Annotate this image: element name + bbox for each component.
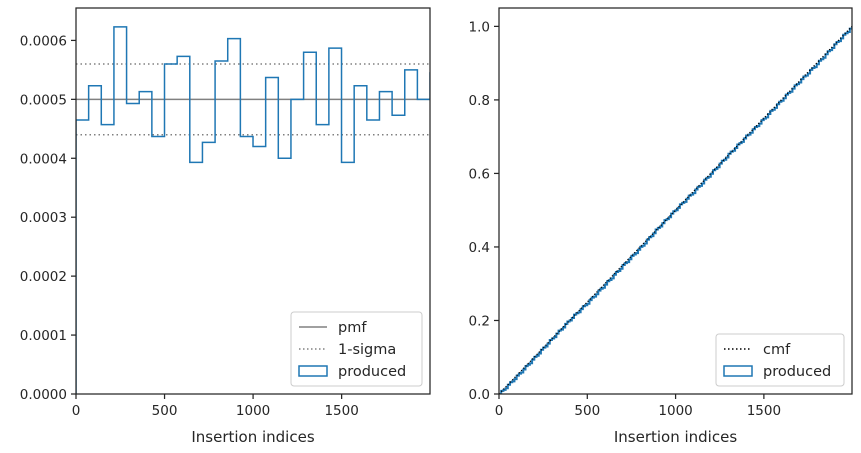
- y-tick-label: 0.6: [469, 166, 490, 182]
- histogram-bin: [240, 136, 253, 394]
- x-tick-label: 1500: [747, 403, 781, 419]
- x-tick-label: 1000: [658, 403, 692, 419]
- y-tick-label: 0.0: [469, 387, 490, 403]
- y-tick-label: 0.0005: [20, 92, 67, 108]
- x-axis-label: Insertion indices: [191, 428, 314, 446]
- legend-label: produced: [763, 364, 831, 380]
- y-tick-label: 0.0001: [20, 328, 67, 344]
- x-tick-label: 1500: [324, 403, 358, 419]
- x-tick-label: 500: [574, 403, 600, 419]
- histogram-bin: [152, 136, 165, 394]
- produced-point: [815, 62, 818, 65]
- produced-point: [550, 337, 553, 340]
- histogram-bin: [127, 103, 140, 394]
- produced-point: [762, 117, 765, 120]
- produced-histogram: [76, 26, 430, 394]
- y-tick-label: 1.0: [469, 19, 490, 35]
- produced-point: [674, 208, 677, 211]
- produced-point: [603, 283, 606, 286]
- produced-point: [568, 318, 571, 321]
- x-axis-label: Insertion indices: [614, 428, 737, 446]
- histogram-bin: [89, 86, 102, 394]
- histogram-bin: [139, 92, 152, 394]
- plot-area: [499, 25, 852, 394]
- histogram-bin: [202, 142, 215, 394]
- produced-point: [798, 80, 801, 83]
- produced-point: [727, 153, 730, 156]
- histogram-bin: [278, 158, 291, 394]
- produced-point: [745, 135, 748, 138]
- produced-point: [780, 98, 783, 101]
- produced-point: [586, 301, 589, 304]
- x-tick-label: 0: [72, 403, 81, 419]
- histogram-bin: [165, 64, 178, 394]
- legend-label: produced: [338, 364, 406, 380]
- histogram-bin: [190, 162, 203, 394]
- histogram-bin: [266, 78, 279, 394]
- histogram-bin: [114, 27, 127, 394]
- histogram-bin: [253, 146, 266, 394]
- legend-produced-swatch: [298, 365, 328, 377]
- produced-point: [621, 264, 624, 267]
- produced-point: [515, 375, 518, 378]
- y-tick-label: 0.4: [469, 240, 490, 256]
- y-tick-label: 0.0004: [20, 151, 67, 167]
- x-tick-label: 500: [152, 403, 178, 419]
- histogram-bin: [215, 61, 228, 394]
- legend: cmf produced: [715, 333, 845, 387]
- legend-box: [715, 333, 845, 387]
- produced-point: [639, 246, 642, 249]
- plot-area: [76, 26, 430, 394]
- legend-produced-swatch: [723, 365, 753, 377]
- y-tick-label: 0.0003: [20, 210, 67, 226]
- produced-point: [533, 356, 536, 359]
- histogram-bin: [177, 56, 190, 394]
- produced-point: [709, 172, 712, 175]
- x-tick-label: 0: [495, 403, 504, 419]
- left-histogram-chart: 0 500 1000 1500 0.0000 0.0001 0.0002 0.0003 0.00…: [20, 7, 431, 446]
- produced-point: [656, 226, 659, 229]
- x-tick-label: 1000: [236, 403, 270, 419]
- right-cumulative-chart: 0 500 1000 1500 0.0 0.2 0.4 0.6 0.8 1.0 Insertion …: [469, 7, 853, 446]
- histogram-bin: [101, 125, 114, 394]
- y-tick-label: 0.8: [469, 93, 490, 109]
- histogram-bin: [228, 39, 241, 394]
- y-tick-label: 0.2: [469, 313, 490, 329]
- produced-cumulative-line: [499, 26, 852, 394]
- legend: pmf 1-sigma produced: [290, 311, 423, 387]
- y-tick-label: 0.0000: [20, 387, 67, 403]
- produced-point: [833, 43, 836, 46]
- legend-label: pmf: [338, 320, 367, 336]
- produced-point: [692, 191, 695, 194]
- y-tick-label: 0.0002: [20, 269, 67, 285]
- y-tick-label: 0.0006: [20, 33, 67, 49]
- legend-label: cmf: [763, 342, 791, 358]
- legend-label: 1-sigma: [338, 342, 396, 358]
- histogram-bin: [76, 120, 89, 394]
- legend-box: [290, 311, 423, 387]
